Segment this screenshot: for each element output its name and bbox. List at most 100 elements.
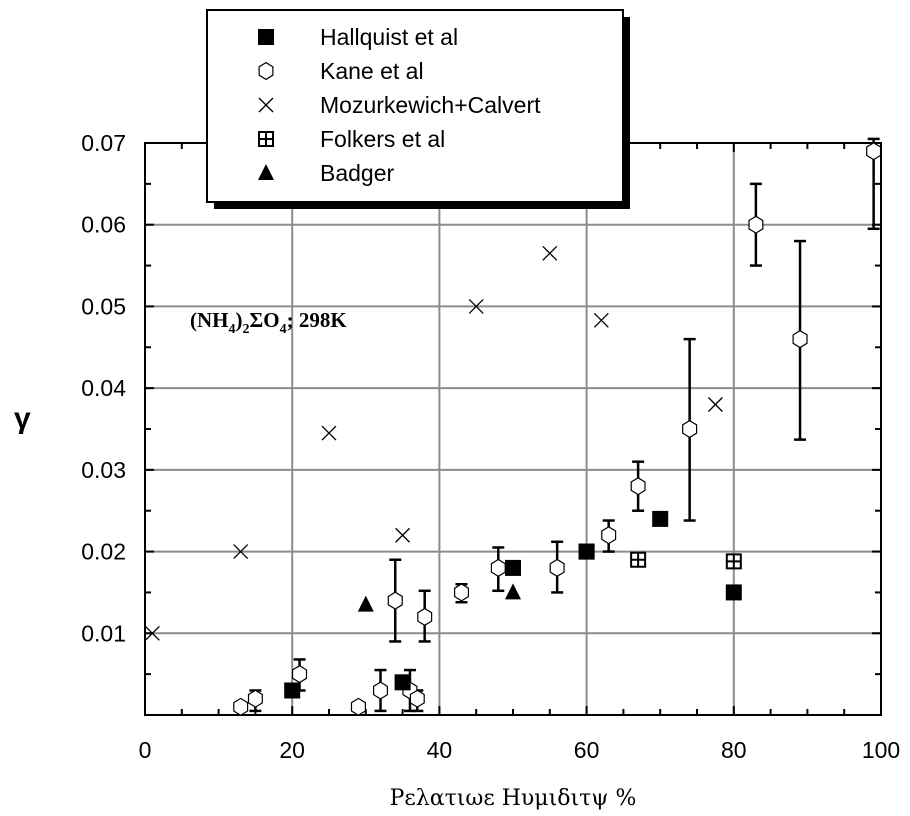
x-tick-labels: 0 20 40 60 80 100 [139, 737, 901, 763]
point-triangle-filled [505, 583, 521, 600]
plot-frame [144, 142, 882, 716]
point-hexagon-open [748, 215, 764, 234]
triangle-marker [258, 164, 274, 180]
annotation-label: (NH4)2ΣO4; 298K [190, 308, 347, 337]
x-marker-stroke [468, 298, 484, 314]
hexagon-marker [454, 583, 469, 602]
point-square-plus [725, 553, 742, 570]
x-marker-stroke [258, 97, 274, 113]
hexagon-marker [258, 61, 274, 81]
point-hexagon-open [490, 558, 506, 578]
point-triangle-filled [357, 595, 374, 612]
y-tick-label: 0.04 [81, 375, 126, 401]
y-tick-labels: 0.01 0.02 0.03 0.04 0.05 0.06 0.07 [81, 130, 126, 646]
x-tick-label: 60 [574, 737, 600, 763]
y-tick-label: 0.05 [81, 293, 126, 319]
point-x [593, 312, 609, 328]
point-hexagon-open [292, 664, 308, 684]
triangle-marker [505, 583, 521, 600]
square-marker [394, 674, 411, 691]
legend-box [206, 9, 624, 203]
point-hexagon-open [630, 477, 646, 496]
x-tick-label: 0 [139, 737, 152, 763]
x-tick-label: 80 [721, 737, 747, 763]
point-x [233, 544, 249, 560]
y-tick-label: 0.06 [81, 212, 126, 238]
point-hexagon-open [601, 526, 617, 545]
x-marker-stroke [395, 527, 411, 543]
legend: Hallquist et al Kane et al Mozurkewich+Cal… [206, 9, 630, 209]
hexagon-marker [792, 329, 808, 349]
hexagon-marker [682, 419, 698, 439]
x-marker-stroke [321, 425, 337, 441]
legend-marker [258, 97, 274, 113]
point-square-filled [284, 682, 301, 699]
hexagon-marker [490, 558, 506, 578]
legend-label: Mozurkewich+Calvert [320, 92, 541, 118]
point-hexagon-open [233, 697, 249, 716]
square-marker [578, 543, 595, 560]
hexagon-marker [373, 681, 388, 700]
square-marker [258, 29, 274, 45]
x-marker-stroke [233, 544, 249, 560]
point-hexagon-open [792, 329, 808, 349]
legend-marker [258, 61, 274, 81]
square-marker [505, 559, 521, 576]
x-tick-label: 100 [862, 737, 900, 763]
hexagon-marker [630, 477, 646, 496]
point-square-filled [578, 543, 595, 560]
point-hexagon-open [417, 607, 433, 627]
point-x [144, 625, 160, 641]
hexagon-marker [292, 664, 308, 684]
hexagon-marker [350, 697, 366, 716]
point-square-filled [725, 584, 742, 601]
point-hexagon-open [247, 689, 263, 708]
x-marker-stroke [144, 625, 160, 641]
x-marker-stroke [707, 397, 723, 412]
point-x [321, 425, 337, 441]
y-tick-label: 0.03 [81, 457, 126, 483]
point-x [395, 527, 411, 543]
hexagon-marker [409, 689, 425, 708]
y-tick-label: 0.01 [81, 620, 126, 646]
legend-marker [258, 131, 274, 147]
point-square-filled [394, 674, 411, 691]
point-x [542, 245, 558, 261]
point-square-filled [652, 510, 669, 527]
y-tick-label: 0.07 [81, 130, 126, 156]
legend-marker [258, 29, 274, 45]
point-square-filled [505, 559, 521, 576]
data-points [144, 142, 882, 716]
point-hexagon-open [373, 681, 388, 700]
hexagon-marker [866, 142, 882, 161]
legend-label: Folkers et al [320, 126, 445, 152]
x-axis-title: Ρελατιωε Ηυμιδιτψ % [390, 786, 637, 811]
legend-label: Hallquist et al [320, 24, 458, 50]
hexagon-marker [233, 697, 249, 716]
point-hexagon-open [454, 583, 469, 602]
x-marker-stroke [593, 312, 609, 328]
point-square-plus [630, 551, 647, 568]
hexagon-marker [549, 558, 565, 578]
hexagon-marker [601, 526, 617, 545]
point-hexagon-open [866, 142, 882, 161]
x-tick-label: 20 [279, 737, 305, 763]
point-hexagon-open [409, 689, 425, 708]
hexagon-marker [748, 215, 764, 234]
point-x [468, 298, 484, 314]
triangle-marker [357, 595, 374, 612]
point-hexagon-open [549, 558, 565, 578]
x-tick-label: 40 [427, 737, 453, 763]
hexagon-marker [417, 607, 433, 627]
axis-ticks [144, 142, 882, 716]
point-hexagon-open [682, 419, 698, 439]
square-marker [284, 682, 301, 699]
hexagon-marker [387, 591, 403, 610]
legend-marker [258, 164, 274, 180]
legend-label: Kane et al [320, 58, 424, 84]
hexagon-marker [247, 689, 263, 708]
y-axis-title: γ [14, 402, 31, 435]
grid-lines [145, 143, 881, 715]
legend-label: Badger [320, 160, 395, 186]
